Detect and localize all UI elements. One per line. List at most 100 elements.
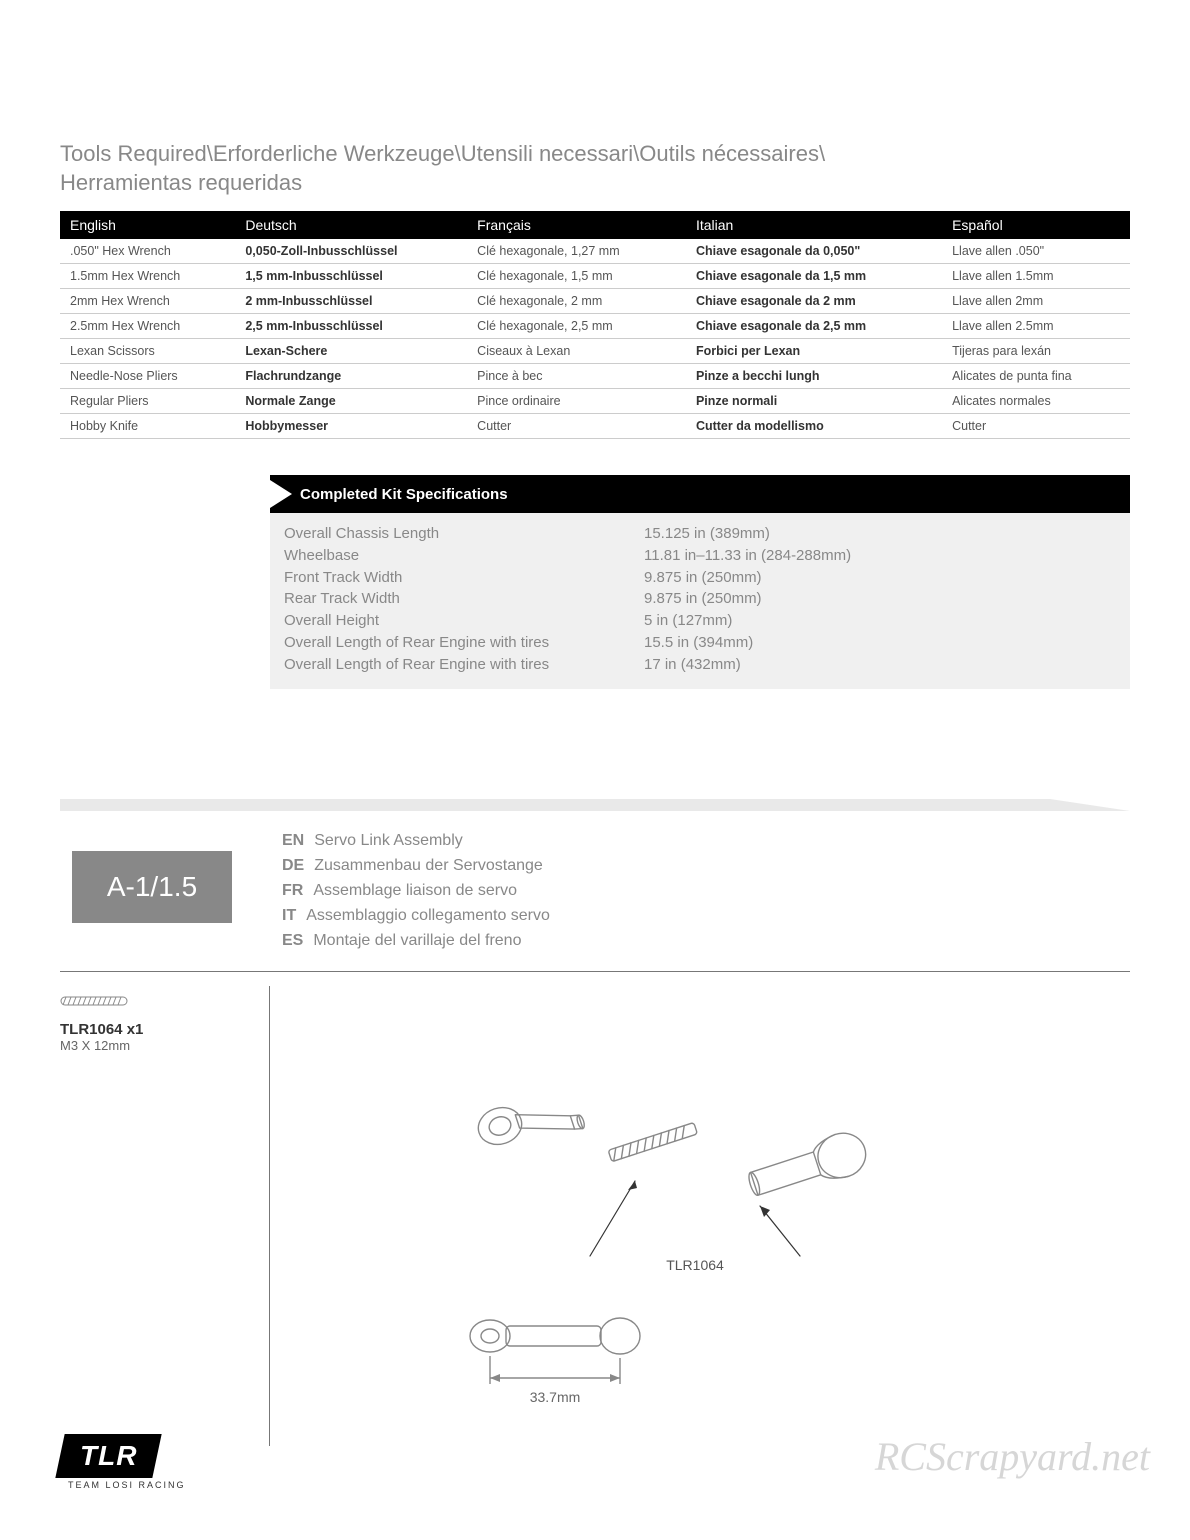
dimension-svg: 33.7mm [450,1306,710,1436]
lang-code: EN [282,832,304,849]
table-cell: Clé hexagonale, 1,5 mm [467,264,686,289]
parts-column: TLR1064 x1 M3 X 12mm [60,986,270,1446]
spec-label: Front Track Width [284,567,644,589]
table-row: Hobby KnifeHobbymesser CutterCutter da mo… [60,414,1130,439]
diagram-callout: TLR1064 [666,1257,724,1273]
table-cell: Needle-Nose Pliers [60,364,235,389]
table-cell: 1.5mm Hex Wrench [60,264,235,289]
table-cell: Lexan-Schere [235,339,467,364]
table-cell: .050" Hex Wrench [60,239,235,264]
title-part: Herramientas requeridas [60,170,302,195]
table-cell: Pinze normali [686,389,942,414]
step-header: A-1/1.5 EN Servo Link Assembly DE Zusammenb… [60,829,1130,953]
spec-value: 15.125 in (389mm) [644,523,1116,545]
spec-value: 17 in (432mm) [644,654,1116,676]
table-cell: Forbici per Lexan [686,339,942,364]
table-cell: Alicates de punta fina [942,364,1130,389]
lang-text: Zusammenbau der Servostange [314,857,543,874]
spec-label: Overall Length of Rear Engine with tires [284,654,644,676]
lang-text: Assemblage liaison de servo [313,882,517,899]
spec-row: Overall Chassis Length15.125 in (389mm) [284,523,1116,545]
table-cell: Llave allen 2.5mm [942,314,1130,339]
lang-text: Assemblaggio collegamento servo [306,907,550,924]
spec-row: Front Track Width9.875 in (250mm) [284,567,1116,589]
table-cell: Flachrundzange [235,364,467,389]
table-row: 1.5mm Hex Wrench1,5 mm-InbusschlüsselClé… [60,264,1130,289]
spec-value: 9.875 in (250mm) [644,567,1116,589]
table-cell: 2mm Hex Wrench [60,289,235,314]
specs-heading: Completed Kit Specifications [270,475,1130,513]
brand-subtitle: TEAM LOSI RACING [68,1480,186,1490]
table-cell: Pince ordinaire [467,389,686,414]
table-row: Regular PliersNormale ZangePince ordinai… [60,389,1130,414]
spec-row: Rear Track Width9.875 in (250mm) [284,588,1116,610]
table-row: 2.5mm Hex Wrench2,5 mm-InbusschlüsselClé… [60,314,1130,339]
page-title: Tools Required\Erforderliche Werkzeuge\U… [60,140,1130,197]
spec-row: Wheelbase11.81 in–11.33 in (284-288mm) [284,545,1116,567]
table-row: Lexan ScissorsLexan-SchereCiseaux à Lexa… [60,339,1130,364]
table-cell: 2 mm-Inbusschlüssel [235,289,467,314]
lang-code: FR [282,882,303,899]
table-header: Français [467,211,686,239]
table-cell: Llave allen .050" [942,239,1130,264]
spec-label: Rear Track Width [284,588,644,610]
table-cell: Pinze a becchi lungh [686,364,942,389]
table-cell: 2.5mm Hex Wrench [60,314,235,339]
lang-code: ES [282,932,303,949]
servo-link-svg: TLR1064 [440,1086,920,1306]
step-lang-item: ES Montaje del varillaje del freno [282,929,550,954]
title-part: Utensili necessari [461,141,633,166]
table-cell: Hobby Knife [60,414,235,439]
spec-value: 11.81 in–11.33 in (284-288mm) [644,545,1116,567]
table-cell: Cutter da modellismo [686,414,942,439]
table-cell: Llave allen 2mm [942,289,1130,314]
lang-text: Montaje del varillaje del freno [313,932,521,949]
part-size: M3 X 12mm [60,1038,257,1053]
title-part: Erforderliche Werkzeuge [213,141,455,166]
step-lang-item: EN Servo Link Assembly [282,829,550,854]
spec-row: Overall Length of Rear Engine with tires… [284,654,1116,676]
spec-value: 15.5 in (394mm) [644,632,1116,654]
table-cell: Normale Zange [235,389,467,414]
table-row: Needle-Nose PliersFlachrundzangePince à … [60,364,1130,389]
part-code: TLR1064 x1 [60,1021,257,1038]
table-cell: Chiave esagonale da 2,5 mm [686,314,942,339]
set-screw-icon [60,994,257,1013]
table-cell: 1,5 mm-Inbusschlüssel [235,264,467,289]
spec-value: 5 in (127mm) [644,610,1116,632]
tools-table: EnglishDeutschFrançaisItalianEspañol .05… [60,211,1130,439]
table-cell: Ciseaux à Lexan [467,339,686,364]
table-header: Deutsch [235,211,467,239]
spec-row: Overall Length of Rear Engine with tires… [284,632,1116,654]
table-header: English [60,211,235,239]
table-cell: Clé hexagonale, 2 mm [467,289,686,314]
table-cell: Cutter [942,414,1130,439]
lang-text: Servo Link Assembly [314,832,463,849]
table-header: Español [942,211,1130,239]
table-cell: Hobbymesser [235,414,467,439]
spec-row: Overall Height5 in (127mm) [284,610,1116,632]
step-lang-item: DE Zusammenbau der Servostange [282,854,550,879]
table-cell: Tijeras para lexán [942,339,1130,364]
table-header: Italian [686,211,942,239]
spec-label: Overall Length of Rear Engine with tires [284,632,644,654]
spec-value: 9.875 in (250mm) [644,588,1116,610]
title-part: Outils nécessaires [639,141,819,166]
table-cell: 0,050-Zoll-Inbusschlüssel [235,239,467,264]
spec-label: Wheelbase [284,545,644,567]
lang-code: DE [282,857,304,874]
table-cell: Clé hexagonale, 2,5 mm [467,314,686,339]
kit-specs: Completed Kit Specifications Overall Cha… [270,475,1130,689]
step-badge: A-1/1.5 [72,851,232,923]
lang-code: IT [282,907,296,924]
step-lang-item: IT Assemblaggio collegamento servo [282,904,550,929]
table-row: .050" Hex Wrench0,050-Zoll-Inbusschlüsse… [60,239,1130,264]
table-cell: Llave allen 1.5mm [942,264,1130,289]
spec-label: Overall Height [284,610,644,632]
table-row: 2mm Hex Wrench2 mm-InbusschlüsselClé hex… [60,289,1130,314]
brand-logo: TLR TEAM LOSI RACING [60,1434,186,1490]
table-cell: Regular Pliers [60,389,235,414]
step-lang-item: FR Assemblage liaison de servo [282,879,550,904]
table-cell: Alicates normales [942,389,1130,414]
step-rule [60,971,1130,972]
